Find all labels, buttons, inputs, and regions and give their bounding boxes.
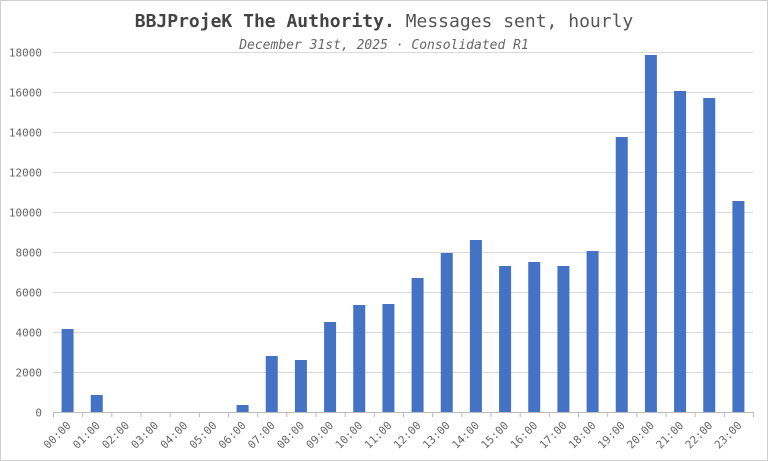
bar (324, 322, 337, 412)
bar (265, 356, 278, 412)
bar (528, 262, 541, 412)
x-tick-label: 09:00 (304, 419, 337, 452)
y-tick-label: 18000 (9, 47, 42, 60)
x-tick-label: 23:00 (712, 419, 745, 452)
x-tick-label: 17:00 (537, 419, 570, 452)
chart-title: BBJProjeK The Authority. Messages sent, … (1, 11, 767, 32)
bar (411, 278, 424, 412)
bar (382, 304, 395, 412)
x-tick-label: 07:00 (245, 419, 278, 452)
y-tick-label: 2000 (16, 367, 43, 380)
y-tick-label: 14000 (9, 127, 42, 140)
bar (586, 251, 599, 412)
y-tick-label: 12000 (9, 167, 42, 180)
x-tick-label: 10:00 (333, 419, 366, 452)
y-tick-label: 6000 (16, 287, 43, 300)
x-tick-label: 14:00 (449, 419, 482, 452)
bar (440, 253, 453, 412)
y-tick-label: 0 (35, 407, 42, 420)
bar (236, 405, 249, 412)
bar (615, 137, 628, 412)
x-tick-label: 05:00 (187, 419, 220, 452)
bar (703, 98, 716, 412)
y-tick-label: 4000 (16, 327, 43, 340)
x-tick-label: 21:00 (654, 419, 687, 452)
x-tick-label: 15:00 (479, 419, 512, 452)
bar (557, 266, 570, 412)
x-tick-label: 19:00 (595, 419, 628, 452)
y-tick-label: 8000 (16, 247, 43, 260)
y-tick-label: 10000 (9, 207, 42, 220)
x-tick-label: 13:00 (420, 419, 453, 452)
chart-title-rest: Messages sent, hourly (405, 11, 634, 32)
x-tick-label: 04:00 (158, 419, 191, 452)
x-tick-label: 02:00 (99, 419, 132, 452)
bar (90, 395, 103, 412)
bar (294, 360, 307, 412)
x-tick-label: 00:00 (41, 419, 74, 452)
bar (644, 55, 657, 412)
chart-subtitle: December 31st, 2025 · Consolidated R1 (239, 38, 529, 53)
x-tick-label: 18:00 (566, 419, 599, 452)
bar (61, 329, 74, 412)
bar (732, 201, 745, 412)
x-tick-label: 11:00 (362, 419, 395, 452)
x-tick-label: 12:00 (391, 419, 424, 452)
x-tick-label: 06:00 (216, 419, 249, 452)
bar (674, 91, 687, 412)
chart-title-bold: BBJProjeK The Authority. (134, 11, 395, 32)
bar (469, 240, 482, 412)
x-tick-label: 08:00 (274, 419, 307, 452)
x-tick-label: 22:00 (683, 419, 716, 452)
x-tick-label: 20:00 (624, 419, 657, 452)
x-tick-label: 01:00 (70, 419, 103, 452)
x-tick-label: 16:00 (508, 419, 541, 452)
x-tick-label: 03:00 (129, 419, 162, 452)
bar (499, 266, 512, 412)
bar (353, 305, 366, 412)
y-tick-label: 16000 (9, 87, 42, 100)
